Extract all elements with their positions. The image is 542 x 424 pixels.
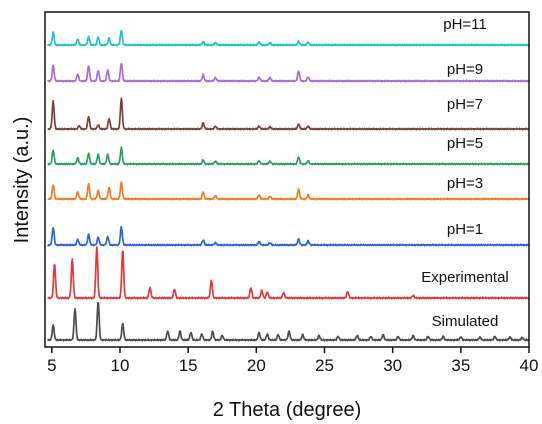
x-tick-label: 30 [383,356,402,375]
x-tick-label: 35 [451,356,470,375]
series-label-ph-9: pH=9 [447,61,483,78]
series-label-simulated: Simulated [432,313,499,330]
series-label-ph-5: pH=5 [447,135,483,152]
traces [46,29,530,342]
plot-frame [44,11,530,348]
x-tick-label: 5 [47,356,56,375]
series-line-ph-5 [47,146,530,166]
series-line-simulated [46,301,530,342]
x-axis-ticks: 5 10 15 20 25 30 35 40 [47,347,538,375]
x-tick-label: 25 [315,356,334,375]
x-tick-label: 10 [111,356,130,375]
series-line-ph-9 [47,62,530,83]
series-label-ph-1: pH=1 [447,221,483,238]
series-line-ph-3 [47,181,530,201]
x-axis-title: 2 Theta (degree) [213,399,362,421]
x-tick-label: 20 [247,356,266,375]
series-line-experimental [47,246,530,300]
series-label-experimental: Experimental [421,269,509,286]
series-label-ph-7: pH=7 [447,96,483,113]
series-labels: pH=11 pH=9 pH=7 pH=5 pH=3 pH=1 Experimental Sim… [421,16,509,330]
x-tick-label: 15 [179,356,198,375]
series-line-ph-7 [47,97,530,131]
y-axis-title: Intensity (a.u.) [11,117,33,244]
series-label-ph-11: pH=11 [443,16,487,33]
series-label-ph-3: pH=3 [447,175,483,192]
series-line-ph-11 [47,29,530,47]
x-tick-label: 40 [520,356,539,375]
series-line-ph-1 [46,225,530,247]
